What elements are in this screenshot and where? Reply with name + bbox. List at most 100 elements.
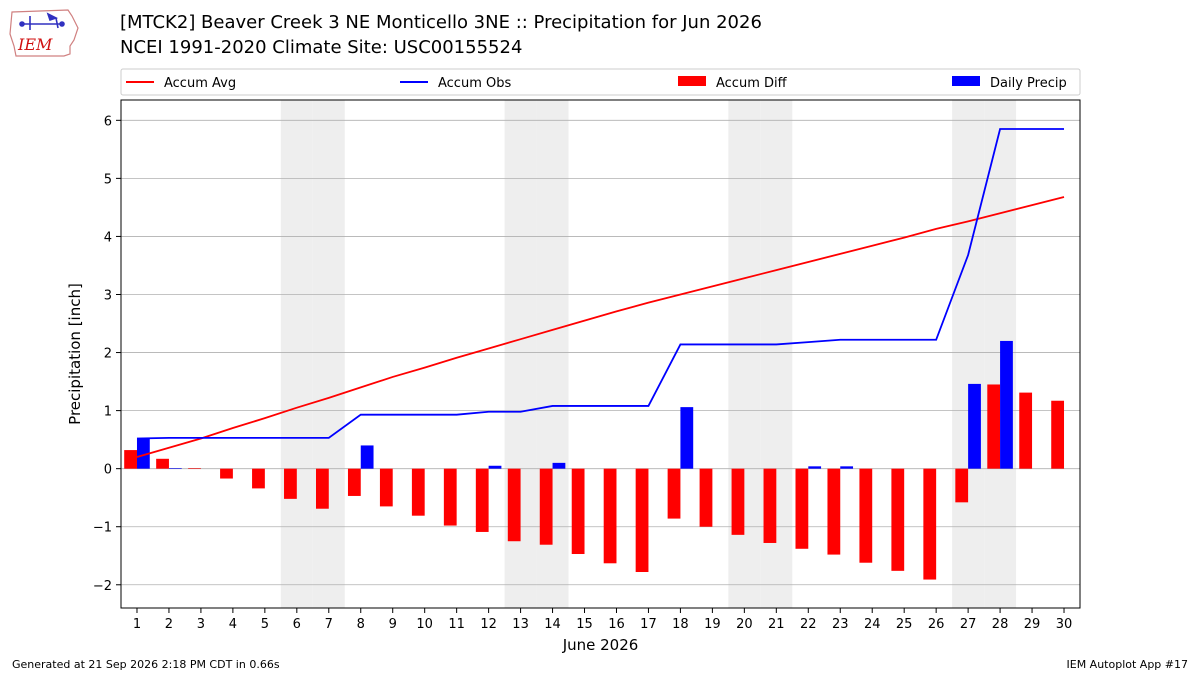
logo-text: IEM	[17, 35, 53, 54]
x-tick-label: 29	[1024, 617, 1041, 632]
accum-diff-bar	[539, 468, 553, 545]
chart-subtitle: NCEI 1991-2020 Climate Site: USC00155524	[120, 37, 523, 58]
accum-diff-bar	[795, 468, 809, 549]
x-tick-label: 20	[736, 617, 753, 632]
daily-precip-bar	[808, 466, 822, 469]
accum-diff-bar	[731, 468, 745, 535]
iem-logo: IEM	[9, 9, 79, 57]
x-tick-label: 26	[928, 617, 945, 632]
daily-precip-bar	[680, 407, 694, 469]
x-tick-label: 3	[197, 617, 205, 632]
x-tick-label: 27	[960, 617, 977, 632]
legend-swatch	[678, 76, 706, 86]
accum-avg-line	[136, 196, 1065, 458]
legend-label: Accum Obs	[438, 76, 511, 91]
accum-diff-bar	[124, 450, 137, 469]
y-axis-label: Precipitation [inch]	[66, 283, 84, 425]
accum-obs-line	[136, 128, 1065, 440]
x-tick-label: 8	[357, 617, 365, 632]
accum-diff-bar	[763, 468, 777, 543]
x-tick-label: 11	[448, 617, 465, 632]
accum-diff-bar	[955, 468, 969, 503]
y-tick-label: 6	[104, 114, 112, 129]
weekend-shade	[952, 100, 985, 608]
x-tick-label: 5	[261, 617, 269, 632]
weekend-shade	[312, 100, 345, 608]
y-tick-label: 1	[104, 405, 112, 420]
legend-label: Accum Diff	[716, 76, 788, 91]
x-tick-label: 6	[293, 617, 301, 632]
x-tick-label: 13	[512, 617, 529, 632]
accum-diff-bar	[475, 468, 489, 532]
x-tick-label: 9	[389, 617, 397, 632]
accum-diff-bar	[635, 468, 649, 573]
legend: Accum Avg Accum Obs Accum Diff Daily Precip	[120, 68, 1081, 96]
accum-diff-bar	[347, 468, 361, 496]
legend-box	[120, 68, 1081, 96]
accum-diff-bar	[443, 468, 457, 526]
legend-label: Daily Precip	[990, 76, 1067, 91]
autoplot-app-label: IEM Autoplot App #17	[1066, 658, 1189, 671]
accum-diff-bar	[252, 468, 265, 489]
y-tick-label: 2	[104, 347, 112, 362]
y-tick-label: 3	[104, 288, 112, 303]
daily-precip-bar	[488, 465, 502, 469]
accum-diff-bar	[987, 384, 1001, 469]
x-tick-label: 18	[672, 617, 689, 632]
accum-diff-bar	[891, 468, 905, 571]
x-tick-label: 7	[325, 617, 333, 632]
y-tick-label: −1	[93, 521, 112, 536]
chart-title: [MTCK2] Beaver Creek 3 NE Monticello 3NE…	[120, 12, 762, 33]
accum-diff-bar	[827, 468, 841, 555]
x-tick-label: 1	[133, 617, 141, 632]
x-tick-label: 21	[768, 617, 785, 632]
accum-diff-bar	[923, 468, 937, 580]
daily-precip-bar	[360, 445, 374, 469]
y-tick-label: −2	[93, 579, 112, 594]
x-tick-label: 14	[544, 617, 561, 632]
accum-diff-bar	[220, 468, 233, 479]
y-tick-label: 0	[104, 463, 112, 478]
x-tick-label: 22	[800, 617, 817, 632]
daily-precip-bar	[552, 462, 566, 469]
accum-diff-bar	[315, 468, 329, 509]
accum-diff-bar	[1019, 392, 1033, 469]
accum-diff-bar	[284, 468, 297, 499]
y-tick-label: 5	[104, 172, 112, 187]
plot-frame	[120, 99, 1081, 609]
y-tick-label: 4	[104, 230, 112, 245]
x-tick-label: 16	[608, 617, 625, 632]
x-tick-label: 28	[992, 617, 1009, 632]
x-tick-label: 2	[165, 617, 173, 632]
accum-diff-bar	[507, 468, 521, 542]
accum-diff-bar	[1051, 400, 1065, 469]
daily-precip-bar	[1000, 340, 1013, 469]
x-tick-label: 23	[832, 617, 849, 632]
x-tick-label: 17	[640, 617, 657, 632]
accum-diff-bar	[188, 468, 201, 469]
weekend-shade	[280, 100, 313, 608]
x-tick-label: 24	[864, 617, 881, 632]
x-tick-label: 10	[416, 617, 433, 632]
daily-precip-bar	[840, 466, 854, 469]
daily-precip-bar	[168, 468, 182, 469]
legend-swatch	[952, 76, 980, 86]
x-tick-label: 15	[576, 617, 593, 632]
accum-diff-bar	[667, 468, 681, 519]
accum-diff-bar	[571, 468, 585, 555]
x-tick-label: 25	[896, 617, 913, 632]
accum-diff-bar	[156, 458, 169, 469]
daily-precip-bar	[136, 438, 150, 469]
x-tick-label: 12	[480, 617, 497, 632]
legend-label: Accum Avg	[164, 76, 236, 91]
x-axis-label: June 2026	[562, 636, 639, 654]
accum-diff-bar	[699, 468, 713, 527]
x-tick-label: 4	[229, 617, 237, 632]
x-tick-label: 19	[704, 617, 721, 632]
x-tick-label: 30	[1056, 617, 1073, 632]
accum-diff-bar	[411, 468, 425, 516]
accum-diff-bar	[859, 468, 873, 563]
generated-timestamp: Generated at 21 Sep 2026 2:18 PM CDT in …	[12, 658, 280, 671]
accum-diff-bar	[603, 468, 617, 564]
